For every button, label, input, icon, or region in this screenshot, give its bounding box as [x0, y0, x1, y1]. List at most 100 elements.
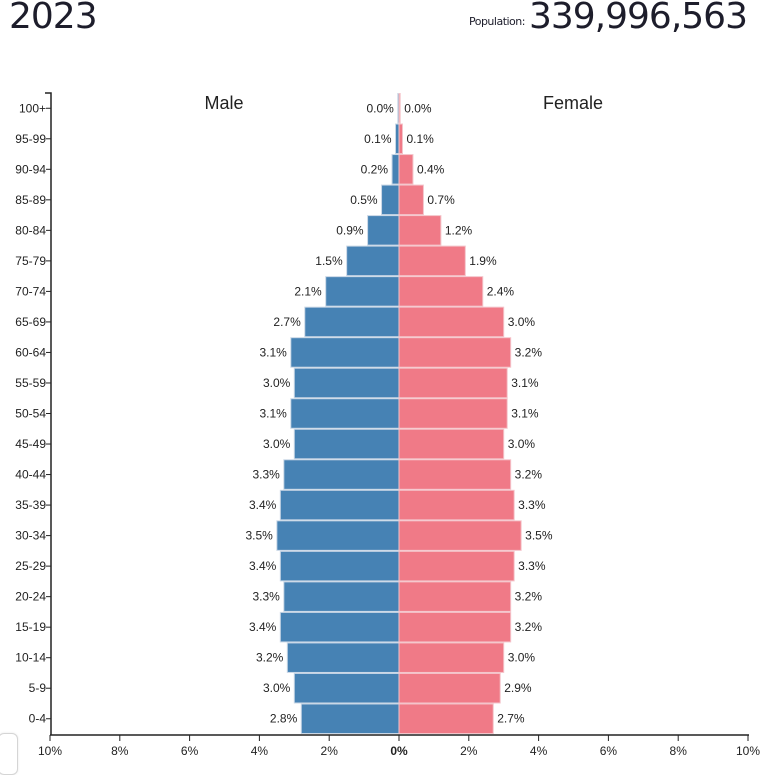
bar-female-80-84: [398, 215, 442, 246]
x-tick-label: 8%: [670, 744, 688, 758]
label-female-30-34: 3.5%: [525, 529, 553, 543]
label-female-95-99: 0.1%: [406, 132, 434, 146]
x-axis: 10% 8% 6% 4% 2% 0% 2% 4% 6% 8% 10%: [38, 734, 760, 758]
label-male-85-89: 0.5%: [350, 193, 378, 207]
bar-female-85-89: [398, 184, 424, 216]
y-tick-label-25-29: 25-29: [15, 559, 46, 573]
bar-female-35-39: [398, 489, 515, 521]
bar-female-10-14: [398, 642, 505, 673]
x-tick-label: 8%: [111, 744, 129, 758]
bar-female-55-59: [398, 367, 508, 399]
y-tick-label-35-39: 35-39: [15, 498, 46, 512]
bar-male-40-44: [283, 459, 400, 490]
bar-male-90-94: [391, 154, 400, 185]
bar-male-95-99: [395, 123, 400, 155]
bar-male-60-64: [290, 337, 400, 368]
y-tick-label-45-49: 45-49: [15, 437, 46, 451]
label-female-85-89: 0.7%: [427, 193, 455, 207]
bar-female-65-69: [398, 306, 505, 338]
panel-tab-edge: [0, 733, 18, 775]
x-tick-label: 0%: [390, 744, 408, 758]
label-female-5-9: 2.9%: [504, 681, 532, 695]
y-tick-label-40-44: 40-44: [15, 468, 46, 482]
bar-female-95-99: [398, 123, 403, 155]
bar-male-55-59: [293, 367, 400, 399]
legend-female: Female: [543, 93, 603, 113]
label-male-90-94: 0.2%: [361, 162, 389, 176]
y-tick-label-100+: 100+: [19, 101, 46, 115]
bar-male-50-54: [290, 398, 400, 429]
y-tick-label-75-79: 75-79: [15, 254, 46, 268]
label-female-55-59: 3.1%: [511, 376, 539, 390]
year-label: 2023: [9, 0, 98, 37]
label-male-15-19: 3.4%: [249, 620, 277, 634]
label-female-25-29: 3.3%: [518, 559, 546, 573]
bar-male-0-4: [300, 703, 400, 735]
bar-male-80-84: [367, 215, 400, 246]
y-axis-line: [45, 92, 52, 735]
x-tick-label: 6%: [181, 744, 199, 758]
label-male-55-59: 3.0%: [263, 376, 291, 390]
y-tick-label-90-94: 90-94: [15, 162, 46, 176]
bar-female-50-54: [398, 398, 508, 429]
y-tick-label-60-64: 60-64: [15, 345, 46, 359]
label-male-35-39: 3.4%: [249, 498, 277, 512]
y-tick-label-95-99: 95-99: [15, 132, 46, 146]
y-tick-label-15-19: 15-19: [15, 620, 46, 634]
bar-female-30-34: [398, 520, 522, 551]
bar-male-25-29: [279, 550, 400, 582]
label-female-60-64: 3.2%: [515, 345, 543, 359]
bar-male-65-69: [304, 306, 400, 338]
label-female-0-4: 2.7%: [497, 712, 525, 726]
bar-female-90-94: [398, 154, 414, 185]
bar-female-75-79: [398, 245, 466, 277]
bar-female-70-74: [398, 276, 484, 307]
bar-female-0-4: [398, 703, 494, 735]
label-male-50-54: 3.1%: [259, 407, 287, 421]
y-tick-label-0-4: 0-4: [29, 712, 47, 726]
bar-male-85-89: [381, 184, 400, 216]
x-tick-label: 2%: [321, 744, 339, 758]
y-axis: 100+ 95-99 90-94 85-89 80-84 75-79 70-74 65-69 6…: [15, 92, 52, 735]
bar-male-70-74: [325, 276, 400, 307]
label-male-10-14: 3.2%: [256, 651, 284, 665]
bar-male-45-49: [293, 428, 400, 460]
bar-male-35-39: [279, 489, 400, 521]
bar-female-20-24: [398, 581, 512, 612]
label-male-45-49: 3.0%: [263, 437, 291, 451]
bar-female-40-44: [398, 459, 512, 490]
x-tick-label: 4%: [251, 744, 269, 758]
legend-male: Male: [204, 93, 243, 113]
label-male-0-4: 2.8%: [270, 712, 298, 726]
bar-male-10-14: [286, 642, 400, 673]
label-male-65-69: 2.7%: [273, 315, 301, 329]
label-male-60-64: 3.1%: [259, 345, 287, 359]
label-female-90-94: 0.4%: [417, 162, 445, 176]
bar-male-30-34: [276, 520, 400, 551]
y-tick-label-5-9: 5-9: [29, 681, 47, 695]
y-tick-label-30-34: 30-34: [15, 529, 46, 543]
x-tick-label: 4%: [530, 744, 548, 758]
population-label: Population:: [468, 15, 526, 28]
label-male-95-99: 0.1%: [364, 132, 392, 146]
population-value: 339,996,563: [528, 0, 748, 37]
bar-female-45-49: [398, 428, 505, 460]
label-female-100+: 0.0%: [404, 101, 432, 115]
label-female-45-49: 3.0%: [508, 437, 536, 451]
bar-male-20-24: [283, 581, 400, 612]
population-display: Population: 339,996,563: [468, 0, 748, 37]
y-tick-label-80-84: 80-84: [15, 223, 46, 237]
label-female-40-44: 3.2%: [515, 468, 543, 482]
y-tick-label-55-59: 55-59: [15, 376, 46, 390]
y-tick-label-85-89: 85-89: [15, 193, 46, 207]
y-tick-label-65-69: 65-69: [15, 315, 46, 329]
label-female-75-79: 1.9%: [469, 254, 497, 268]
label-female-20-24: 3.2%: [515, 590, 543, 604]
label-female-35-39: 3.3%: [518, 498, 546, 512]
label-male-70-74: 2.1%: [294, 284, 322, 298]
label-male-40-44: 3.3%: [252, 468, 280, 482]
label-female-65-69: 3.0%: [508, 315, 536, 329]
label-male-5-9: 3.0%: [263, 681, 291, 695]
bar-female-60-64: [398, 337, 512, 368]
